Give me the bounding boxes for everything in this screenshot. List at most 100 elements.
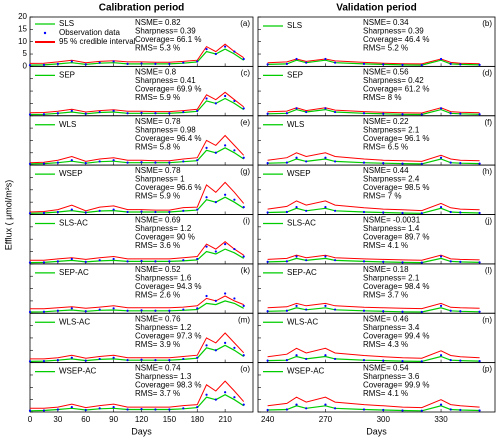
observation-point bbox=[112, 60, 115, 63]
observation-point bbox=[324, 255, 327, 258]
observation-point bbox=[196, 257, 199, 261]
observation-point bbox=[401, 409, 404, 412]
observation-point bbox=[324, 107, 327, 110]
observation-point bbox=[420, 310, 423, 314]
observation-point bbox=[324, 156, 327, 159]
observation-point bbox=[285, 210, 289, 214]
x-axis-label: Days bbox=[366, 426, 387, 436]
model-label: WSEP bbox=[59, 169, 83, 178]
observation-point bbox=[295, 57, 298, 61]
observation-point bbox=[233, 396, 236, 399]
stat-text: NSME= 0.22 bbox=[363, 117, 409, 126]
observation-point bbox=[224, 391, 227, 394]
stat-text: NSME= 0.54 bbox=[363, 364, 409, 373]
observation-point bbox=[439, 156, 443, 159]
panel-label: (e) bbox=[240, 118, 250, 127]
y-axis-label: Efflux ( μmol/m²s) bbox=[3, 180, 13, 251]
stat-text: RMS= 5.8 % bbox=[135, 142, 180, 151]
mean-line bbox=[267, 158, 480, 165]
observation-point bbox=[205, 294, 208, 298]
observation-point bbox=[285, 161, 289, 164]
observation-point bbox=[154, 112, 157, 115]
stat-text: RMS= 5.9 % bbox=[135, 93, 180, 102]
mean-line bbox=[267, 307, 480, 313]
observation-point bbox=[295, 107, 298, 110]
observation-point bbox=[70, 307, 73, 310]
observation-point bbox=[214, 102, 217, 105]
column-title: Calibration period bbox=[99, 3, 185, 14]
panel-label: (g) bbox=[240, 167, 250, 176]
observation-point bbox=[126, 260, 129, 263]
observation-point bbox=[285, 112, 289, 115]
observation-point bbox=[242, 354, 245, 357]
legend-label: Observation data bbox=[59, 28, 120, 37]
observation-point bbox=[478, 261, 481, 264]
observation-point bbox=[56, 210, 59, 214]
observation-point bbox=[42, 113, 46, 116]
observation-point bbox=[168, 359, 171, 362]
observation-point bbox=[285, 260, 289, 263]
observation-point bbox=[233, 198, 236, 201]
observation-point bbox=[305, 209, 308, 212]
upper-line bbox=[267, 107, 480, 114]
mean-line bbox=[267, 355, 480, 363]
stat-text: NSME= 0.52 bbox=[135, 265, 181, 274]
stat-text: RMS= 4.1 % bbox=[363, 241, 408, 250]
observation-point bbox=[449, 260, 452, 263]
observation-point bbox=[196, 356, 199, 359]
observation-point bbox=[168, 408, 171, 411]
observation-point bbox=[28, 113, 32, 116]
observation-point bbox=[266, 260, 269, 263]
observation-point bbox=[382, 211, 385, 214]
panel-label: (d) bbox=[482, 68, 492, 77]
upper-line bbox=[29, 43, 244, 64]
observation-point bbox=[42, 63, 46, 66]
observation-point bbox=[28, 409, 32, 412]
observation-point bbox=[266, 310, 269, 313]
stat-text: Coverage= 89.7 % bbox=[363, 233, 430, 242]
stat-text: Sharpness= 0.42 bbox=[363, 76, 424, 85]
stat-text: RMS= 2.6 % bbox=[135, 290, 180, 299]
upper-line bbox=[29, 134, 245, 164]
observation-point bbox=[242, 403, 245, 406]
observation-point bbox=[98, 61, 101, 64]
observation-point bbox=[140, 358, 143, 361]
observation-point bbox=[295, 156, 298, 159]
observation-point bbox=[168, 260, 171, 263]
observation-point bbox=[42, 162, 46, 165]
observation-point bbox=[439, 57, 443, 61]
observation-point bbox=[154, 359, 157, 362]
y-tick-label: 20 bbox=[18, 12, 27, 21]
upper-line bbox=[267, 254, 480, 261]
observation-point bbox=[168, 112, 171, 115]
observation-point bbox=[205, 146, 208, 149]
stat-text: Sharpness= 1.2 bbox=[135, 323, 192, 332]
legend-key bbox=[43, 31, 47, 35]
observation-point bbox=[449, 161, 452, 164]
panel-label: (b) bbox=[482, 19, 492, 28]
observation-point bbox=[449, 309, 452, 312]
observation-point bbox=[70, 208, 73, 211]
observation-point bbox=[401, 310, 404, 313]
panel-label: (j) bbox=[485, 217, 492, 226]
observation-point bbox=[224, 292, 227, 295]
observation-point bbox=[154, 161, 157, 164]
stat-text: NSME= 0.46 bbox=[363, 314, 409, 323]
stat-text: NSME= 0.56 bbox=[363, 67, 409, 76]
observation-point bbox=[295, 354, 298, 357]
stat-text: Coverage= 96.6 % bbox=[135, 183, 202, 192]
observation-point bbox=[362, 210, 366, 214]
observation-point bbox=[214, 201, 217, 204]
upper-line bbox=[267, 396, 480, 409]
observation-point bbox=[478, 162, 481, 165]
stat-text: NSME= 0.44 bbox=[363, 166, 409, 175]
observation-point bbox=[420, 360, 423, 363]
model-label: WLS-AC bbox=[59, 317, 90, 326]
observation-point bbox=[324, 354, 327, 357]
observation-point bbox=[112, 159, 115, 162]
stat-text: NSME= -0.0031 bbox=[363, 216, 421, 225]
observation-point bbox=[242, 57, 245, 61]
observation-point bbox=[382, 162, 385, 165]
mean-line bbox=[29, 300, 244, 313]
observation-point bbox=[266, 63, 269, 66]
